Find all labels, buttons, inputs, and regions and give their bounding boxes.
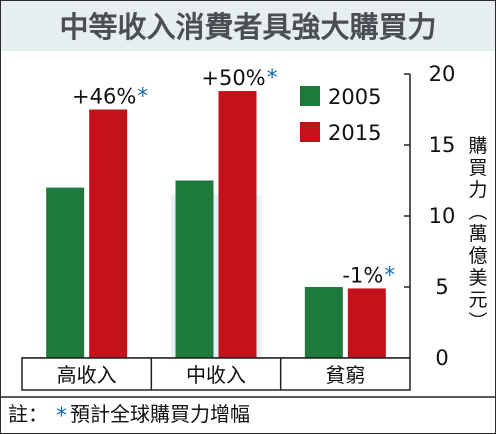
asterisk-mark-1: * (267, 66, 278, 91)
y-axis-label-char: 億 (468, 245, 487, 267)
asterisk-mark-2: * (384, 263, 395, 288)
y-axis-label-char: ︶ (468, 311, 487, 333)
category-label-1: 中收入 (186, 363, 246, 387)
bar-2015-1 (218, 91, 257, 358)
legend-label-2015: 2015 (328, 121, 381, 145)
legend-swatch-2015 (300, 122, 320, 142)
y-axis-label-char: 力 (468, 179, 487, 201)
y-axis-label-char: 買 (468, 157, 487, 179)
y-axis-label-char: 美 (468, 267, 487, 289)
y-axis-label-char: 萬 (468, 223, 487, 245)
chart-title: 中等收入消費者具強大購買力 (59, 10, 436, 44)
y-tick-label-0: 0 (435, 346, 448, 370)
note-text: 預計全球購買力增幅 (70, 402, 250, 426)
legend-label-2005: 2005 (328, 85, 381, 109)
bar-2005-0 (46, 187, 85, 358)
y-tick-label-20: 20 (429, 62, 456, 86)
category-label-2: 貧窮 (325, 363, 365, 387)
bar-2015-2 (347, 288, 386, 358)
note-label: 註： (8, 402, 48, 426)
y-tick-label-5: 5 (435, 275, 448, 299)
y-axis-label-char: 元 (468, 289, 487, 311)
y-tick-label-15: 15 (429, 133, 456, 157)
y-axis-label-char: ︵ (468, 201, 487, 223)
bar-2015-0 (89, 109, 128, 358)
change-label-1: +50% (201, 66, 265, 90)
asterisk-mark-0: * (137, 85, 148, 110)
change-label-2: -1% (342, 263, 383, 287)
y-tick-label-10: 10 (429, 204, 456, 228)
bar-2005-1 (175, 180, 214, 358)
bar-2005-2 (304, 287, 343, 358)
legend-swatch-2005 (300, 86, 320, 106)
category-strip (21, 357, 411, 391)
title-band (1, 1, 495, 51)
change-label-0: +46% (72, 85, 136, 109)
y-axis-label-char: 購 (468, 135, 487, 157)
note-asterisk: * (56, 404, 67, 429)
category-label-0: 高收入 (57, 363, 117, 387)
